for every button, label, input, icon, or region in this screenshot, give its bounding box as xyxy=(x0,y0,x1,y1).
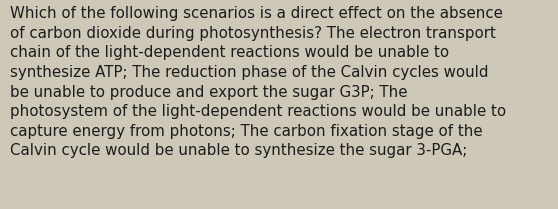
Text: Which of the following scenarios is a direct effect on the absence
of carbon dio: Which of the following scenarios is a di… xyxy=(10,6,506,158)
